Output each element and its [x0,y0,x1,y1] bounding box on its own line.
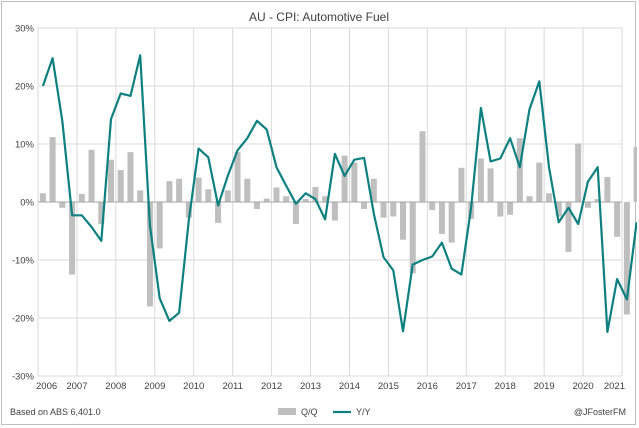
x-tick-label: 2017 [456,381,477,392]
qq-bar [49,137,56,202]
qq-bar [536,162,543,202]
qq-bar [429,202,436,211]
y-tick-label: -30% [12,372,35,383]
qq-bar [146,202,153,307]
x-tick-label: 2019 [534,381,555,392]
qq-bar [575,143,582,202]
qq-bar [69,202,76,275]
qq-bar [107,159,115,202]
x-tick-label: 2009 [144,381,165,392]
y-tick-label: 0% [20,198,34,209]
qq-bar [166,181,173,202]
qq-bar [224,190,231,202]
qq-bar [545,193,553,202]
y-tick-label: 20% [15,82,35,93]
qq-bar [176,178,183,202]
qq-bar [137,190,144,202]
x-tick-label: 2018 [495,381,516,392]
qq-bar [117,170,124,202]
qq-bar [477,158,484,202]
qq-bar [526,196,533,202]
x-tick-label: 2011 [222,381,242,392]
source-note: Based on ABS 6,401.0 [10,407,101,417]
legend-label-qq: Q/Q [301,407,318,417]
x-tick-label: 2007 [66,381,87,392]
x-tick-label: 2006 [36,381,57,392]
yy-line [41,54,637,333]
x-tick-label: 2020 [572,381,593,392]
y-tick-label: 30% [15,24,35,35]
qq-bar [195,177,202,202]
qq-bar [487,168,494,202]
qq-bar [156,202,163,249]
legend-label-yy: Y/Y [356,407,371,417]
chart-title: AU - CPI: Automotive Fuel [249,10,389,24]
qq-bar [604,177,611,202]
qq-bars [39,131,637,315]
qq-bar [565,202,572,252]
qq-bar [263,198,270,202]
y-tick-label: -20% [12,314,35,325]
qq-bar [302,199,309,202]
qq-bar [215,202,222,223]
qq-bar [409,202,416,274]
qq-bar [312,186,319,202]
qq-bar [244,178,251,202]
qq-bar [283,196,290,202]
qq-bar [273,187,280,202]
qq-bar [351,162,358,202]
qq-bar [458,167,465,202]
qq-bar [59,202,66,208]
axes: 30% 20% 10% 0% -10% -20% -30%2006 2007 2008 2009 2… [12,24,625,393]
qq-bar [78,193,85,202]
y-tick-label: -10% [12,256,35,267]
yy-line-group [41,54,637,333]
qq-bar [507,202,514,215]
qq-bar [234,152,241,202]
qq-bar [516,138,523,202]
x-tick-label: 2014 [339,381,360,392]
x-tick-label: 2012 [261,381,282,392]
qq-bar [584,202,591,208]
x-tick-label: 2015 [378,381,399,392]
qq-bar [185,202,192,218]
qq-bar [438,202,445,234]
qq-bar [614,202,621,237]
qq-bar [322,196,329,202]
qq-bar [399,202,407,240]
y-tick-label: 10% [15,140,35,151]
qq-bar [253,202,261,209]
qq-bar [98,202,105,225]
x-tick-label: 2013 [300,381,321,392]
legend: Q/Q Y/Y [278,407,371,417]
x-tick-label: 2008 [105,381,126,392]
qq-bar [497,202,504,217]
qq-bar [390,202,397,217]
qq-bar [555,202,562,217]
qq-bar [341,155,348,202]
qq-bar [292,202,299,225]
qq-bar [633,146,637,202]
qq-bar [370,178,377,202]
x-tick-label: 2010 [183,381,204,392]
qq-bar [419,131,426,202]
qq-bar [205,189,212,202]
legend-swatch-qq [278,408,296,415]
qq-bar [448,202,455,243]
qq-bar [594,199,601,202]
qq-bar [331,202,338,221]
qq-bar [127,152,134,202]
x-tick-label: 2016 [417,381,438,392]
qq-bar [39,193,46,202]
qq-bar [361,202,368,209]
qq-bar [88,149,95,202]
qq-bar [380,202,387,218]
qq-bar [623,202,630,315]
x-tick-label: 2021 [604,381,625,392]
credit-note: @JFosterFM [574,407,626,417]
